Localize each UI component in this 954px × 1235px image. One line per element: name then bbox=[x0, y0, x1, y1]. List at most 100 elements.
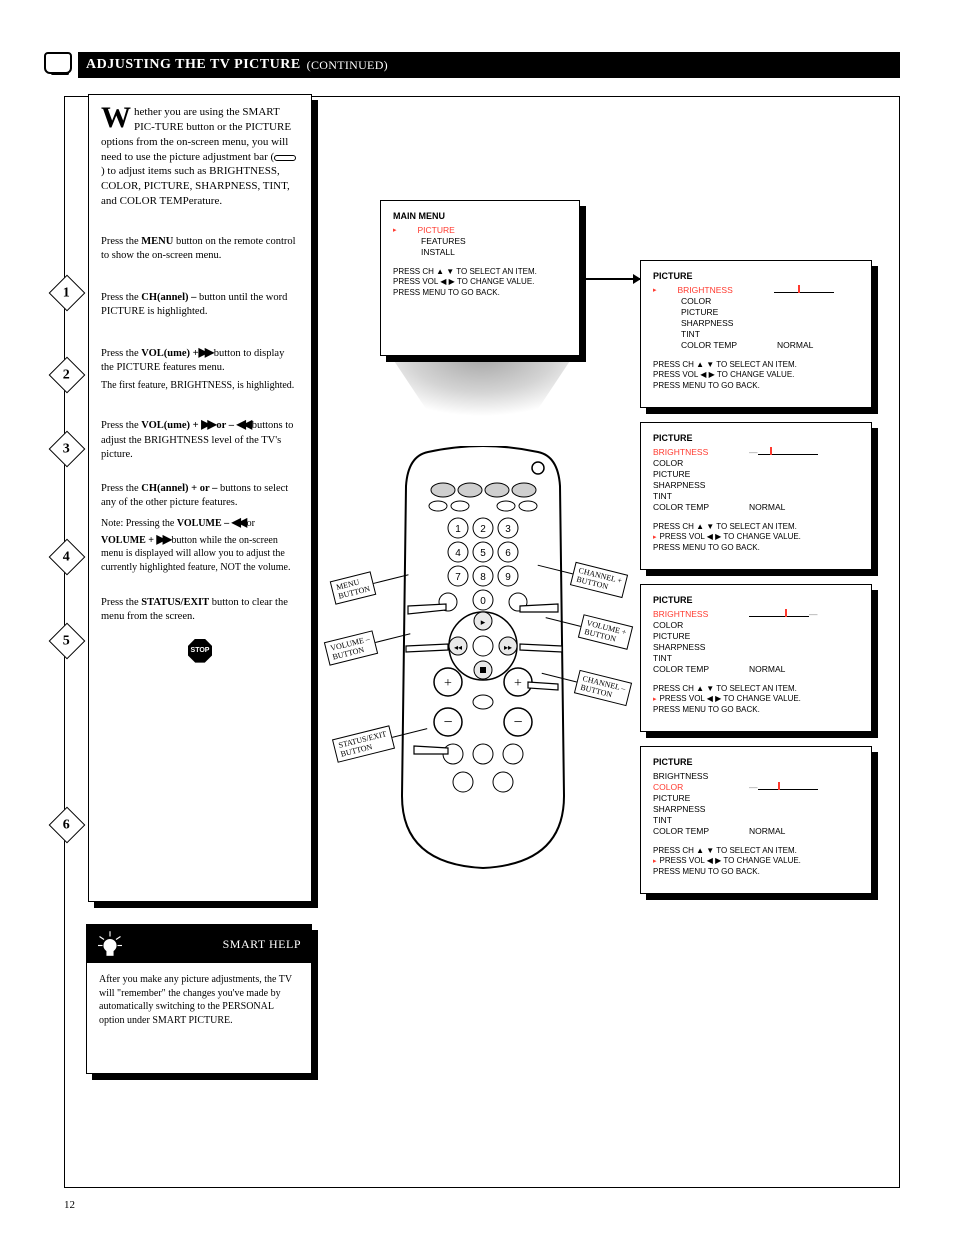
hint-line: PRESS CH ▲ ▼ TO SELECT AN ITEM. bbox=[653, 522, 859, 532]
menu-row: TINT bbox=[653, 491, 859, 501]
svg-text:−: − bbox=[513, 714, 522, 731]
slider-icon bbox=[758, 449, 818, 455]
menu-key: COLOR TEMP bbox=[681, 340, 759, 350]
step-3-note: The first feature, BRIGHTNESS, is highli… bbox=[101, 379, 299, 393]
step-5: Press the CH(annel) + or – buttons to se… bbox=[101, 482, 299, 574]
step-3-body: Press the VOL(ume) +▶▶ button to display… bbox=[101, 344, 299, 375]
tv-hint: PRESS CH ▲ ▼ TO SELECT AN ITEM. ▸PRESS V… bbox=[653, 684, 859, 715]
svg-text:8: 8 bbox=[480, 572, 486, 583]
svg-text:+: + bbox=[444, 676, 452, 691]
svg-text:7: 7 bbox=[455, 572, 461, 583]
step-2: Press the CH(annel) – button until the w… bbox=[101, 291, 299, 319]
tv1-row-label: FEATURES bbox=[421, 236, 466, 246]
menu-row: SHARPNESS bbox=[653, 642, 859, 652]
menu-key: COLOR TEMP bbox=[653, 826, 731, 836]
menu-key: PICTURE bbox=[653, 469, 731, 479]
tv-hint: PRESS CH ▲ ▼ TO SELECT AN ITEM. ▸PRESS V… bbox=[653, 522, 859, 553]
tv-picture-menu-3: PICTURE BRIGHTNESS— COLOR PICTURE SHARPN… bbox=[640, 584, 872, 732]
menu-value: NORMAL bbox=[749, 502, 785, 512]
menu-key: PICTURE bbox=[681, 307, 759, 317]
svg-text:+: + bbox=[514, 676, 522, 691]
menu-key: BRIGHTNESS bbox=[653, 447, 731, 457]
menu-key: TINT bbox=[681, 329, 759, 339]
menu-row: SHARPNESS bbox=[653, 804, 859, 814]
triangle-icon: ▸ bbox=[393, 226, 397, 234]
svg-text:9: 9 bbox=[505, 572, 511, 583]
hint-line: PRESS MENU TO GO BACK. bbox=[653, 867, 859, 877]
menu-row: SHARPNESS bbox=[653, 480, 859, 490]
tv-picture-menu-4: PICTURE BRIGHTNESS COLOR— PICTURE SHARPN… bbox=[640, 746, 872, 894]
menu-row: TINT bbox=[653, 329, 859, 339]
menu-row: PICTURE bbox=[653, 469, 859, 479]
smart-help-box: SMART HELP After you make any picture ad… bbox=[86, 924, 312, 1074]
step-6-body: Press the STATUS/EXIT button to clear th… bbox=[101, 596, 299, 624]
header-title: ADJUSTING THE TV PICTURE bbox=[86, 57, 301, 73]
step-2-body: Press the CH(annel) – button until the w… bbox=[101, 291, 299, 319]
menu-key: COLOR TEMP bbox=[653, 502, 731, 512]
menu-key: COLOR bbox=[653, 458, 731, 468]
page-number: 12 bbox=[64, 1199, 75, 1211]
stop-row: STOP bbox=[101, 639, 299, 663]
tv-picture-menu-1: PICTURE ▸BRIGHTNESS COLOR PICTURE SHARPN… bbox=[640, 260, 872, 408]
tv1-row-install: INSTALL bbox=[393, 247, 567, 257]
menu-key: COLOR bbox=[653, 620, 731, 630]
menu-key: SHARPNESS bbox=[653, 642, 731, 652]
tv-title: PICTURE bbox=[653, 433, 859, 443]
tv1-hint: PRESS CH ▲ ▼ TO SELECT AN ITEM. PRESS VO… bbox=[393, 267, 567, 298]
hint-line: PRESS MENU TO GO BACK. bbox=[653, 543, 859, 553]
header-bar: ADJUSTING THE TV PICTURE (CONTINUED) bbox=[78, 52, 900, 78]
svg-text:▸▸: ▸▸ bbox=[504, 643, 512, 652]
menu-key: TINT bbox=[653, 815, 731, 825]
menu-row: TINT bbox=[653, 653, 859, 663]
help-header: SMART HELP bbox=[87, 925, 311, 963]
hint-line: PRESS MENU TO GO BACK. bbox=[653, 381, 859, 391]
adjustment-bar-icon bbox=[274, 155, 296, 161]
svg-text:4: 4 bbox=[455, 548, 461, 559]
drop-cap: W bbox=[101, 105, 131, 131]
svg-text:2: 2 bbox=[480, 524, 486, 535]
tv1-row-label: PICTURE bbox=[418, 225, 455, 235]
hint-line: PRESS CH ▲ ▼ TO SELECT AN ITEM. bbox=[653, 846, 859, 856]
menu-key: BRIGHTNESS bbox=[653, 771, 731, 781]
menu-row: COLOR bbox=[653, 620, 859, 630]
tv-icon bbox=[44, 52, 72, 74]
menu-key: SHARPNESS bbox=[653, 804, 731, 814]
svg-text:3: 3 bbox=[505, 524, 511, 535]
hint-line: PRESS VOL ◀ ▶ TO CHANGE VALUE. bbox=[393, 277, 567, 287]
hint-line: PRESS MENU TO GO BACK. bbox=[393, 288, 567, 298]
menu-row: COLOR TEMP NORMAL bbox=[653, 826, 859, 836]
step-5-body: Press the CH(annel) + or – buttons to se… bbox=[101, 482, 299, 510]
hint-line: PRESS VOL ◀ ▶ TO CHANGE VALUE. bbox=[660, 856, 801, 865]
menu-key: TINT bbox=[653, 653, 731, 663]
help-title: SMART HELP bbox=[223, 937, 301, 952]
menu-key: COLOR bbox=[681, 296, 759, 306]
tv-picture-menu-2: PICTURE BRIGHTNESS— COLOR PICTURE SHARPN… bbox=[640, 422, 872, 570]
menu-key: COLOR bbox=[653, 782, 731, 792]
menu-row: COLOR TEMP NORMAL bbox=[653, 502, 859, 512]
tv1-row-features: FEATURES bbox=[393, 236, 567, 246]
menu-row: TINT bbox=[653, 815, 859, 825]
svg-text:5: 5 bbox=[480, 548, 486, 559]
menu-key: PICTURE bbox=[653, 631, 731, 641]
menu-value: NORMAL bbox=[749, 826, 785, 836]
tv1-title: MAIN MENU bbox=[393, 211, 567, 221]
step-4-body: Press the VOL(ume) + ▶▶ or – ◀◀ buttons … bbox=[101, 416, 299, 462]
step-4: Press the VOL(ume) + ▶▶ or – ◀◀ buttons … bbox=[101, 416, 299, 462]
arrow-icon bbox=[584, 278, 640, 280]
svg-text:6: 6 bbox=[505, 548, 511, 559]
slider-icon bbox=[758, 784, 818, 790]
menu-row: COLOR bbox=[653, 458, 859, 468]
menu-key: SHARPNESS bbox=[653, 480, 731, 490]
page: ADJUSTING THE TV PICTURE (CONTINUED) 1 2… bbox=[0, 0, 954, 1235]
hint-line: PRESS CH ▲ ▼ TO SELECT AN ITEM. bbox=[393, 267, 567, 277]
remote-body-icon: 123 456 789 0 ▸ ◂◂ ▸▸ + + − − bbox=[388, 446, 578, 876]
svg-text:◂◂: ◂◂ bbox=[454, 643, 462, 652]
tv-title: PICTURE bbox=[653, 271, 859, 281]
tv-title: PICTURE bbox=[653, 595, 859, 605]
menu-row: BRIGHTNESS bbox=[653, 771, 859, 781]
menu-row: BRIGHTNESS— bbox=[653, 447, 859, 457]
intro-paragraph: W hether you are using the SMART PIC-TUR… bbox=[101, 105, 299, 209]
menu-row: PICTURE bbox=[653, 307, 859, 317]
stop-icon: STOP bbox=[188, 639, 212, 663]
hint-line: PRESS VOL ◀ ▶ TO CHANGE VALUE. bbox=[660, 532, 801, 541]
